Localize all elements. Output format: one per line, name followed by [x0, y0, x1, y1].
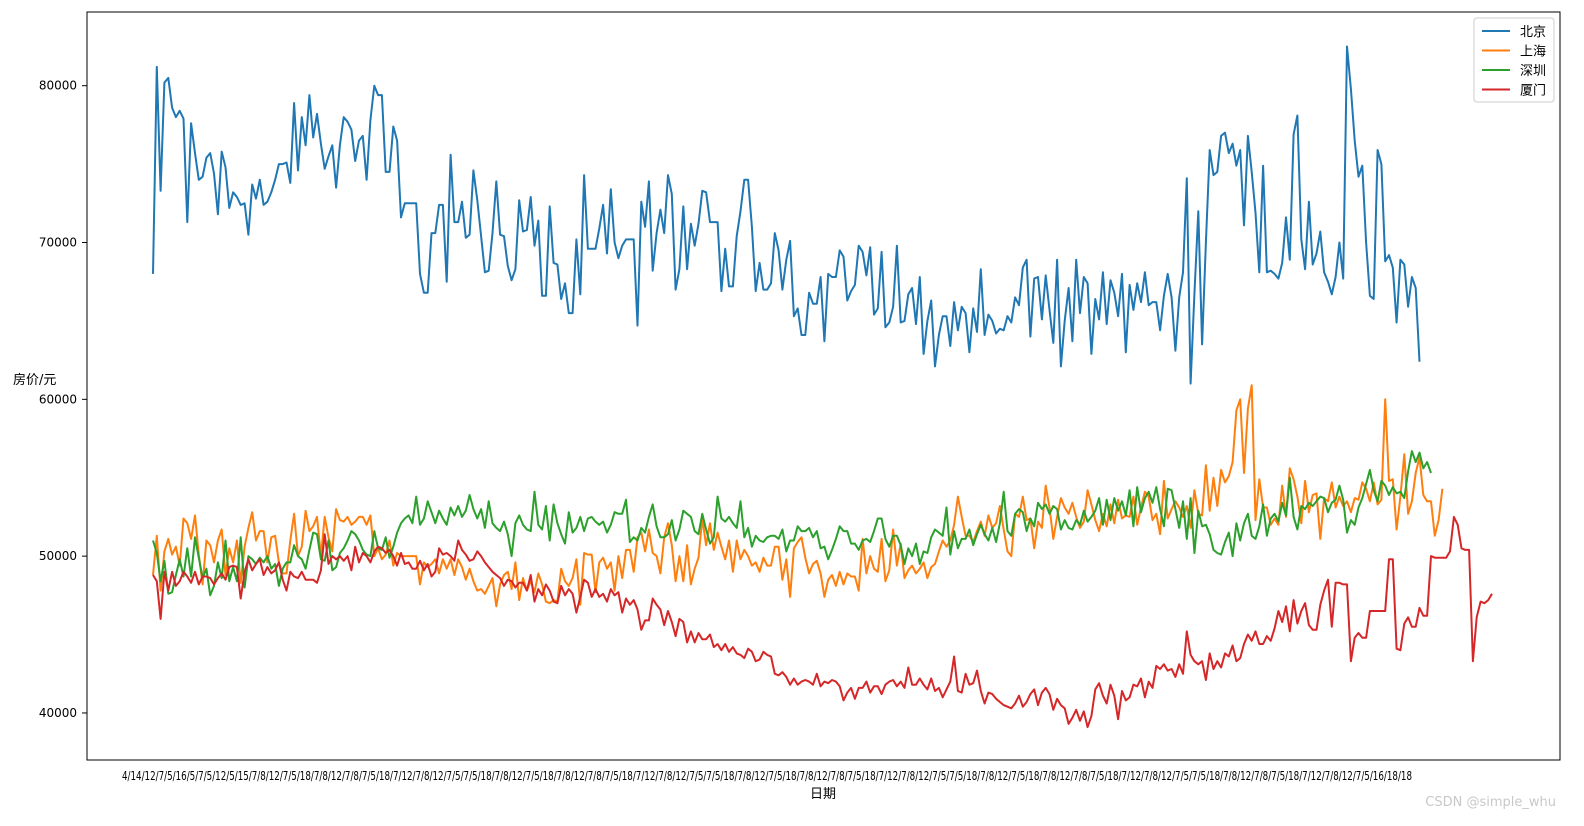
legend-label: 深圳 — [1520, 64, 1546, 79]
series-line-深圳 — [152, 450, 1432, 597]
legend-box — [1473, 17, 1555, 103]
y-tick-label: 60000 — [39, 392, 77, 406]
legend-label: 北京 — [1520, 25, 1546, 40]
legend-label: 厦门 — [1520, 84, 1546, 99]
series-line-北京 — [152, 45, 1421, 385]
y-tick-label: 50000 — [39, 549, 77, 563]
watermark: CSDN @simple_whu — [1425, 795, 1556, 810]
x-axis-label: 日期 — [810, 787, 836, 802]
y-axis-label: 房价/元 — [13, 372, 56, 388]
x-tick-labels: 4/14/12/7/5/16/5/7/5/12/5/15/7/8/12/7/5/… — [122, 769, 1412, 783]
y-tick-label: 40000 — [39, 706, 77, 720]
y-tick-label: 70000 — [39, 236, 77, 250]
legend-label: 上海 — [1520, 45, 1546, 60]
series-line-上海 — [152, 384, 1444, 608]
series-line-厦门 — [152, 515, 1493, 729]
series-lines — [152, 45, 1493, 729]
plot-frame — [86, 11, 1561, 761]
y-tick-label: 80000 — [39, 79, 77, 93]
y-axis-ticks: 40000 50000 60000 70000 80000 — [39, 79, 87, 720]
